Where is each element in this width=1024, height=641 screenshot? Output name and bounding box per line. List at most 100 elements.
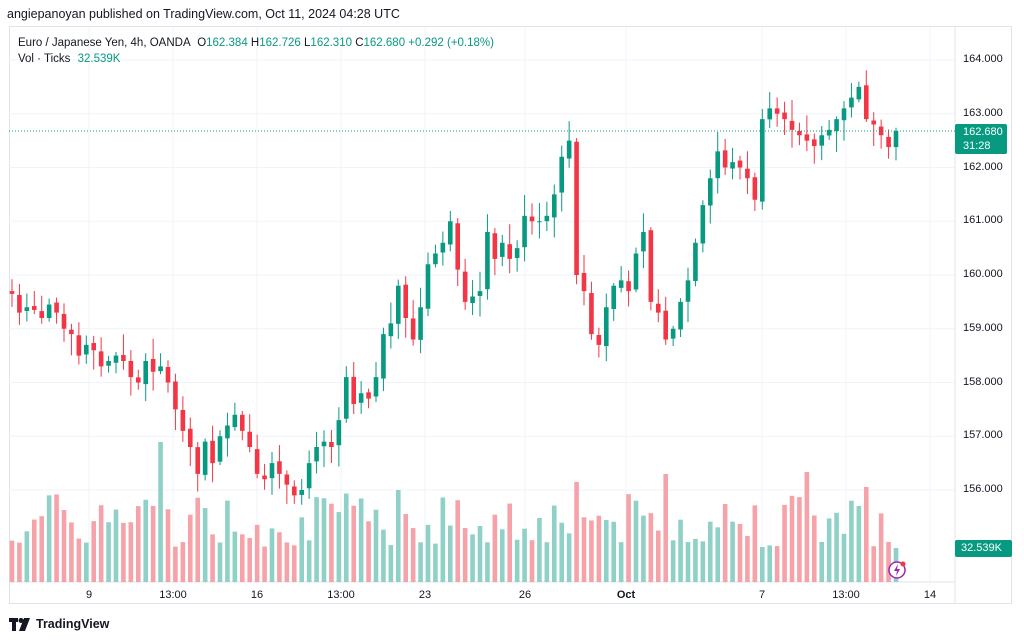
candle-body	[730, 162, 735, 169]
volume-bar	[351, 505, 357, 582]
volume-bar	[878, 513, 884, 582]
volume-bar	[358, 498, 364, 582]
candle-body	[834, 119, 839, 131]
candle-body	[9, 291, 15, 294]
volume-bar	[269, 528, 275, 582]
candle-body	[173, 381, 178, 410]
x-tick-label: Oct	[616, 589, 636, 601]
candle-body	[239, 414, 245, 431]
candle-body	[31, 306, 37, 310]
volume-bar	[321, 498, 327, 582]
volume-bar	[150, 505, 156, 582]
y-tick-label: 156.000	[963, 483, 1003, 495]
volume-bar	[277, 532, 282, 582]
candle-body	[106, 361, 111, 366]
candle-body	[871, 120, 877, 125]
volume-bar	[514, 539, 520, 582]
volume-bar	[693, 538, 698, 582]
candle-body	[737, 160, 743, 168]
volume-bar	[91, 521, 97, 582]
candle-body	[455, 223, 461, 270]
y-tick-label: 161.000	[963, 214, 1003, 227]
volume-bar	[707, 521, 713, 582]
volume-bar	[603, 519, 609, 582]
candle-body	[492, 233, 498, 259]
candle-body	[351, 376, 357, 404]
volume-bar	[46, 495, 52, 582]
volume-bar	[507, 503, 513, 582]
legend-volume-value: 32.539K	[77, 53, 121, 65]
y-tick-label: 158.000	[963, 375, 1003, 388]
candle-body	[626, 281, 631, 292]
candle-body	[752, 177, 758, 200]
volume-bar	[685, 542, 691, 582]
candle-body	[522, 215, 527, 248]
candle-body	[150, 358, 156, 372]
volume-bar	[158, 442, 163, 582]
candle-body	[485, 232, 490, 290]
volume-bar	[143, 499, 149, 582]
y-tick-label: 159.000	[963, 321, 1003, 334]
candle-body	[403, 284, 409, 318]
candle-body	[878, 126, 884, 136]
x-tick-label: 13:00	[327, 589, 355, 601]
legend-change: +0.292 (+0.18%)	[408, 37, 494, 49]
candle-body	[797, 131, 802, 136]
chart-legend: Euro / Japanese Yen, 4h, OANDA O162.384 …	[18, 35, 494, 67]
volume-bar	[745, 535, 750, 582]
candle-body	[17, 294, 22, 313]
candle-body	[759, 119, 765, 202]
volume-bar	[581, 517, 587, 582]
candle-body	[61, 313, 67, 329]
volume-bar	[774, 546, 780, 582]
volume-price-tag: 32.539K	[955, 540, 1012, 557]
candle-body	[544, 215, 550, 222]
volume-bar	[403, 514, 409, 582]
volume-bar	[39, 516, 45, 582]
volume-bar	[433, 543, 438, 582]
candle-body	[135, 377, 141, 383]
volume-bar	[98, 505, 104, 582]
candle-body	[336, 420, 342, 446]
tradingview-footer[interactable]: TradingView	[9, 617, 109, 631]
volume-bar	[343, 493, 349, 582]
legend-symbol[interactable]: Euro / Japanese Yen, 4h, OANDA	[18, 37, 190, 49]
volume-bar	[418, 542, 423, 582]
x-tick-label: 26	[518, 589, 532, 601]
volume-bar	[574, 482, 579, 582]
candle-body	[551, 194, 557, 218]
candle-body	[618, 280, 624, 288]
volume-bar	[797, 497, 802, 582]
candle-body	[247, 431, 253, 447]
volume-bar	[485, 542, 490, 582]
volume-bar	[113, 509, 119, 582]
candle-body	[165, 366, 171, 383]
volume-bar	[54, 494, 59, 582]
volume-bar	[447, 525, 453, 582]
legend-low-label: L	[304, 37, 311, 49]
volume-bar	[232, 531, 238, 582]
candle-body	[410, 318, 416, 340]
volume-bar	[551, 505, 557, 582]
volume-bar	[641, 515, 646, 582]
candle-body	[321, 441, 327, 447]
candle-body	[381, 334, 386, 379]
volume-bar	[849, 500, 854, 582]
volume-bar	[559, 522, 565, 582]
candle-body	[603, 307, 609, 347]
candle-body	[69, 329, 74, 335]
volume-bar	[499, 529, 505, 582]
candle-body	[767, 108, 773, 120]
legend-open: 162.384	[206, 37, 248, 49]
volume-bar	[329, 503, 334, 582]
volume-bar	[440, 497, 446, 582]
x-tick-label: 14	[923, 589, 937, 601]
candle-body	[514, 248, 520, 258]
volume-bar	[826, 518, 832, 582]
volume-bar	[314, 497, 319, 582]
legend-volume-label[interactable]: Vol · Ticks	[18, 53, 71, 65]
candle-body	[388, 323, 394, 337]
volume-bar	[31, 519, 37, 582]
candle-body	[507, 244, 513, 259]
